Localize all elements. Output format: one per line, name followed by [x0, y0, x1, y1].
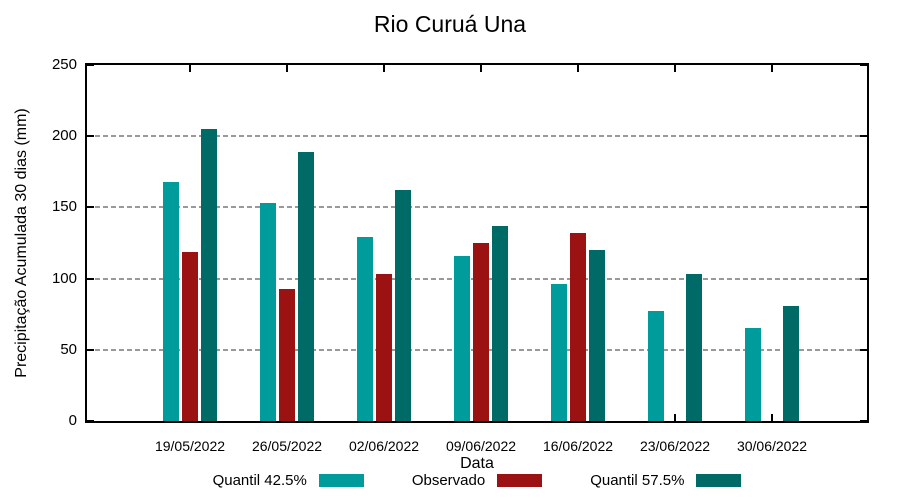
y-tick-right-0: [860, 420, 867, 422]
bar-quantil-57-5-19-05-2022: [201, 129, 217, 421]
bar-quantil-42-5-19-05-2022: [163, 182, 179, 421]
gridline-200: [87, 135, 867, 138]
y-tick-left-50: [87, 348, 94, 351]
y-tick-right-250: [860, 64, 867, 66]
x-tick-label-30-06-2022: 30/06/2022: [736, 438, 808, 454]
bar-quantil-42-5-16-06-2022: [551, 284, 567, 421]
x-axis-title: Data: [460, 455, 494, 472]
y-tick-left-200: [87, 135, 94, 138]
bar-observado-09-06-2022: [473, 243, 489, 421]
x-tick-top-09-06-2022: [480, 65, 482, 72]
y-tick-label-200: 200: [51, 127, 77, 145]
plot-area: [85, 63, 869, 423]
bar-quantil-42-5-30-06-2022: [745, 328, 761, 421]
x-tick-top-23-06-2022: [674, 65, 676, 72]
bar-observado-16-06-2022: [570, 233, 586, 421]
bar-quantil-57-5-26-05-2022: [298, 152, 314, 421]
y-tick-right-100: [860, 277, 867, 280]
bar-quantil-42-5-09-06-2022: [454, 256, 470, 421]
y-tick-left-250: [87, 64, 94, 66]
y-axis-title: Precipitação Acumulada 30 dias (mm): [13, 108, 30, 378]
legend-label-quantil-57-5: Quantil 57.5%: [590, 472, 685, 489]
bar-quantil-57-5-23-06-2022: [686, 274, 702, 421]
chart-title: Rio Curuá Una: [373, 11, 527, 37]
bar-observado-26-05-2022: [279, 289, 295, 421]
bar-quantil-57-5-09-06-2022: [492, 226, 508, 421]
bar-quantil-57-5-16-06-2022: [589, 250, 605, 421]
legend-item-observado: Observado: [411, 472, 543, 489]
legend: Quantil 42.5% Observado Quantil 57.5%: [0, 472, 900, 489]
x-tick-top-26-05-2022: [286, 65, 288, 72]
x-tick-label-23-06-2022: 23/06/2022: [639, 438, 711, 454]
gridline-150: [87, 206, 867, 209]
x-tick-label-02-06-2022: 02/06/2022: [348, 438, 420, 454]
legend-label-quantil-42-5: Quantil 42.5%: [212, 472, 307, 489]
x-tick-top-16-06-2022: [577, 65, 579, 72]
legend-item-quantil-42-5: Quantil 42.5%: [213, 472, 364, 489]
x-tick-top-30-06-2022: [771, 65, 773, 72]
y-tick-label-150: 150: [51, 198, 77, 216]
bar-quantil-42-5-26-05-2022: [260, 203, 276, 421]
legend-item-quantil-57-5: Quantil 57.5%: [590, 472, 742, 489]
y-tick-label-0: 0: [68, 412, 77, 429]
x-tick-label-09-06-2022: 09/06/2022: [445, 438, 517, 454]
bar-observado-02-06-2022: [376, 274, 392, 421]
x-tick-bottom-30-06-2022: [771, 414, 773, 421]
y-tick-left-0: [87, 420, 94, 422]
x-tick-label-16-06-2022: 16/06/2022: [542, 438, 614, 454]
x-tick-top-19-05-2022: [189, 65, 191, 72]
bar-quantil-57-5-30-06-2022: [783, 306, 799, 421]
y-tick-label-250: 250: [51, 56, 77, 73]
y-tick-right-50: [860, 348, 867, 351]
y-tick-label-100: 100: [51, 269, 77, 287]
legend-swatch-quantil-57-5: [696, 474, 742, 487]
y-tick-label-50: 50: [60, 340, 77, 358]
bar-observado-19-05-2022: [182, 252, 198, 421]
bar-quantil-57-5-02-06-2022: [395, 190, 411, 421]
legend-label-observado: Observado: [411, 472, 486, 489]
y-tick-left-100: [87, 277, 94, 280]
bar-quantil-42-5-02-06-2022: [357, 237, 373, 421]
legend-swatch-quantil-42-5: [318, 474, 364, 487]
x-tick-top-02-06-2022: [383, 65, 385, 72]
x-tick-label-26-05-2022: 26/05/2022: [251, 438, 323, 454]
bar-quantil-42-5-23-06-2022: [648, 311, 664, 421]
y-tick-right-150: [860, 206, 867, 209]
legend-swatch-observado: [497, 474, 543, 487]
x-tick-bottom-23-06-2022: [674, 414, 676, 421]
x-tick-label-19-05-2022: 19/05/2022: [154, 438, 226, 454]
y-tick-right-200: [860, 135, 867, 138]
y-tick-left-150: [87, 206, 94, 209]
